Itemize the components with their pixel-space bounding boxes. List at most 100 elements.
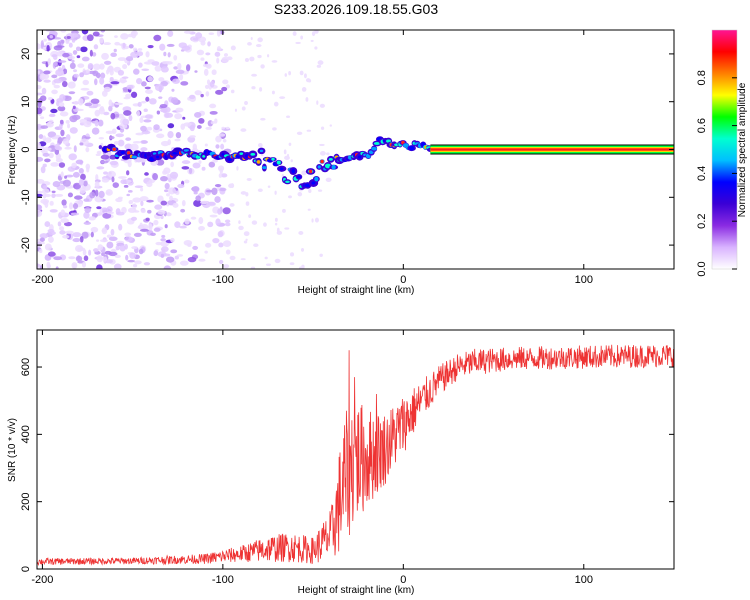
- noise-blob: [113, 48, 117, 53]
- noise-blob: [244, 58, 250, 62]
- noise-blob: [86, 167, 90, 173]
- noise-blob: [122, 76, 129, 79]
- noise-blob: [117, 57, 127, 62]
- noise-blob: [127, 33, 134, 38]
- noise-blob: [274, 190, 277, 195]
- noise-blob: [111, 176, 115, 183]
- noise-blob: [155, 241, 162, 246]
- noise-blob: [121, 206, 127, 214]
- noise-blob: [70, 32, 79, 38]
- noise-blob: [314, 217, 319, 223]
- noise-blob: [77, 247, 86, 252]
- noise-blob: [249, 56, 255, 62]
- noise-blob: [98, 119, 104, 127]
- noise-blob: [57, 221, 62, 227]
- snr-panel: -200 -100 0 100 0 200 400 600 Height of straigh…: [7, 329, 675, 596]
- noise-blob: [311, 31, 316, 37]
- noise-blob: [167, 52, 171, 58]
- noise-blob: [297, 192, 303, 197]
- noise-blob: [204, 84, 210, 90]
- noise-blob: [37, 84, 42, 90]
- noise-blob: [215, 144, 220, 149]
- noise-blob: [89, 191, 96, 199]
- noise-blob: [218, 242, 224, 248]
- noise-blob: [240, 128, 247, 132]
- noise-blob: [62, 234, 70, 239]
- noise-blob: [150, 232, 156, 237]
- noise-blob: [174, 255, 179, 260]
- noise-blob: [215, 218, 221, 226]
- noise-blob: [257, 188, 263, 192]
- noise-blob: [145, 51, 150, 58]
- noise-blob: [110, 228, 115, 236]
- noise-blob: [101, 52, 109, 60]
- carrier-blob: [259, 149, 264, 153]
- noise-blob: [73, 73, 79, 78]
- noise-blob: [138, 248, 144, 255]
- noise-blob: [198, 258, 206, 262]
- noise-blob: [99, 105, 105, 112]
- noise-blob: [78, 168, 84, 174]
- noise-blob: [64, 146, 72, 150]
- noise-blob: [71, 114, 81, 121]
- noise-blob: [179, 225, 187, 229]
- noise-blob: [101, 207, 107, 211]
- noise-blob: [204, 250, 208, 254]
- noise-blob: [224, 222, 231, 227]
- noise-blob: [316, 64, 322, 68]
- noise-blob: [160, 66, 169, 73]
- noise-blob: [140, 140, 148, 144]
- noise-blob: [55, 69, 64, 77]
- noise-blob: [76, 108, 84, 112]
- noise-blob: [37, 209, 43, 218]
- noise-blob: [81, 261, 87, 268]
- noise-blob: [125, 137, 132, 141]
- noise-blob: [86, 34, 94, 42]
- noise-blob: [140, 125, 147, 132]
- x-tick-label: 100: [575, 574, 593, 586]
- noise-blob: [118, 223, 123, 231]
- noise-blob: [91, 127, 100, 135]
- noise-blob: [42, 192, 47, 199]
- noise-blob: [177, 62, 182, 70]
- y-tick-label: 20: [20, 48, 32, 60]
- noise-blob: [64, 175, 68, 179]
- noise-blob: [159, 43, 166, 51]
- noise-blob: [156, 110, 161, 115]
- noise-blob: [132, 203, 137, 210]
- noise-blob: [240, 258, 246, 261]
- noise-blob: [140, 187, 144, 192]
- noise-blob: [203, 68, 209, 76]
- noise-blob: [160, 108, 166, 113]
- noise-blob: [83, 180, 88, 187]
- noise-blob: [96, 239, 100, 242]
- noise-blob: [130, 51, 139, 58]
- noise-blob: [110, 52, 117, 57]
- noise-blob: [68, 202, 74, 210]
- noise-blob: [147, 44, 154, 49]
- noise-blob: [173, 66, 179, 70]
- noise-blob: [274, 258, 281, 264]
- noise-blob: [314, 46, 318, 50]
- noise-blob: [171, 88, 175, 92]
- noise-blob: [114, 102, 123, 106]
- noise-blob: [163, 51, 167, 57]
- noise-blob: [143, 262, 151, 266]
- noise-blob: [66, 35, 71, 39]
- noise-blob: [257, 54, 262, 59]
- noise-blob: [44, 158, 51, 163]
- carrier-blob: [297, 175, 302, 179]
- noise-blob: [220, 173, 228, 178]
- noise-blob: [194, 90, 202, 96]
- noise-blob: [141, 68, 150, 72]
- noise-blob: [84, 207, 92, 213]
- noise-blob: [59, 230, 66, 235]
- colorbar-tick-label: 0.0: [696, 261, 708, 276]
- noise-blob: [204, 143, 208, 147]
- colorbar: 0.0 0.2 0.4 0.6 0.8 Normalized spectral ampl…: [696, 29, 748, 277]
- noise-blob: [141, 100, 147, 104]
- noise-blob: [298, 231, 304, 235]
- noise-blob: [184, 179, 190, 184]
- noise-blob: [75, 46, 81, 52]
- noise-blob: [153, 227, 161, 232]
